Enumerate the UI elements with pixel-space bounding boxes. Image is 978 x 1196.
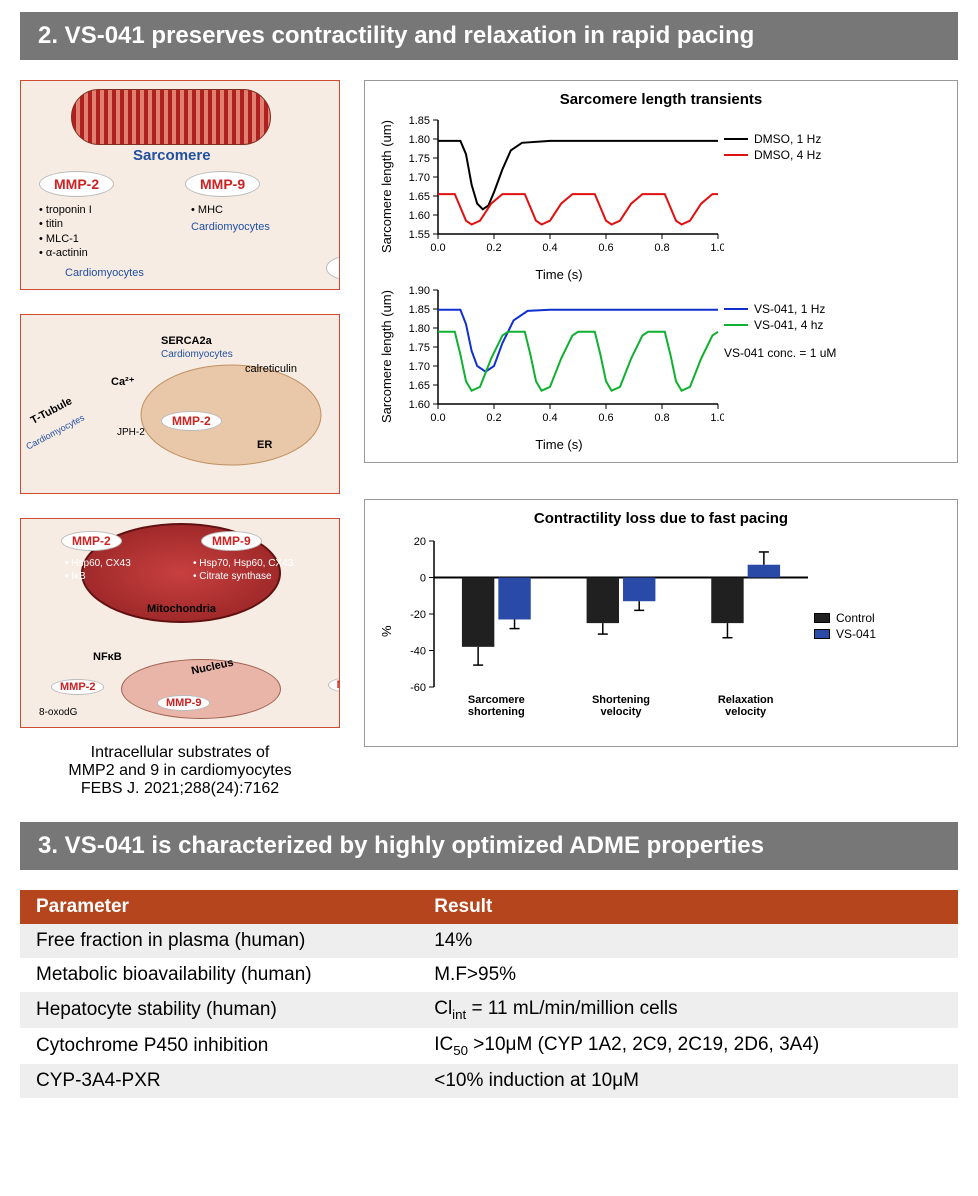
svg-text:0.0: 0.0	[430, 242, 445, 254]
svg-text:0.0: 0.0	[430, 412, 445, 424]
table-row: CYP-3A4-PXR<10% induction at 10μM	[20, 1064, 958, 1098]
svg-text:Shortening: Shortening	[592, 694, 650, 706]
svg-text:1.55: 1.55	[409, 229, 430, 241]
svg-text:0.4: 0.4	[542, 412, 557, 424]
svg-text:0.2: 0.2	[486, 242, 501, 254]
mmp9b: MMP-9	[157, 695, 210, 711]
diagram-caption: Intracellular substrates of MMP2 and 9 i…	[20, 744, 340, 798]
mmp9-pill: MMP-9	[185, 171, 260, 197]
section-2-header: 2. VS-041 preserves contractility and re…	[20, 12, 958, 60]
diagram-mito: MMP-2 MMP-9 • Hsp60, CX43• IκB • Hsp70, …	[20, 518, 340, 728]
serca-label: SERCA2a	[161, 335, 212, 347]
svg-text:1.0: 1.0	[710, 242, 724, 254]
er-label: ER	[257, 439, 272, 451]
table-row: Metabolic bioavailability (human)M.F>95%	[20, 958, 958, 992]
adme-table: Parameter Result Free fraction in plasma…	[20, 890, 958, 1098]
table-row: Cytochrome P450 inhibitionIC50 >10μM (CY…	[20, 1028, 958, 1064]
svg-text:1.80: 1.80	[409, 323, 430, 335]
calreticulin-label: calreticulin	[245, 363, 297, 375]
svg-text:-20: -20	[410, 609, 426, 621]
svg-text:1.0: 1.0	[710, 412, 724, 424]
nfkb-label: NFκB	[93, 651, 122, 663]
mmp2b: MMP-2	[51, 679, 104, 695]
chart1-title: Sarcomere length transients	[377, 91, 945, 108]
svg-text:1.60: 1.60	[409, 399, 430, 411]
svg-text:-60: -60	[410, 682, 426, 694]
diagram-column: Sarcomere MMP-2 MMP-9 • troponin I• titi…	[20, 80, 340, 798]
svg-text:1.65: 1.65	[409, 191, 430, 203]
svg-text:0.2: 0.2	[486, 412, 501, 424]
svg-text:1.90: 1.90	[409, 285, 430, 297]
svg-text:0.6: 0.6	[598, 412, 613, 424]
svg-text:-40: -40	[410, 646, 426, 658]
table-row: Hepatocyte stability (human)Clint = 11 m…	[20, 992, 958, 1028]
svg-text:0.8: 0.8	[654, 412, 669, 424]
sarcomere-label: Sarcomere	[133, 147, 211, 164]
adme-col-result: Result	[418, 890, 958, 924]
svg-text:Relaxation: Relaxation	[718, 694, 774, 706]
svg-text:1.65: 1.65	[409, 380, 430, 392]
mmp2-pill-3: MMP-2	[61, 531, 122, 551]
section-2-body: Sarcomere MMP-2 MMP-9 • troponin I• titi…	[20, 80, 958, 798]
svg-text:shortening: shortening	[468, 706, 525, 718]
diagram-sarcomere: Sarcomere MMP-2 MMP-9 • troponin I• titi…	[20, 80, 340, 290]
mmp9-subs: • MHC	[191, 203, 223, 217]
svg-text:0.8: 0.8	[654, 242, 669, 254]
mmp2-pill-2: MMP-2	[161, 411, 222, 431]
svg-text:1.75: 1.75	[409, 153, 430, 165]
table-row: Free fraction in plasma (human)14%	[20, 924, 958, 958]
mito-label: Mitochondria	[147, 603, 216, 615]
oxodg-label: 8-oxodG	[39, 707, 77, 718]
cell-label: Cardiomyocytes	[191, 221, 270, 233]
contractility-loss-panel: Contractility loss due to fast pacing % …	[364, 499, 958, 747]
adme-col-parameter: Parameter	[20, 890, 418, 924]
diagram-er: SERCA2a Cardiomyocytes calreticulin MMP-…	[20, 314, 340, 494]
svg-text:velocity: velocity	[601, 706, 643, 718]
svg-text:0.6: 0.6	[598, 242, 613, 254]
sarcomere-transients-panel: Sarcomere length transients Sarcomere le…	[364, 80, 958, 463]
mmp2-subs: • troponin I• titin• MLC-1• α-actinin	[39, 203, 92, 260]
svg-text:1.80: 1.80	[409, 134, 430, 146]
svg-text:velocity: velocity	[725, 706, 767, 718]
svg-text:Sarcomere: Sarcomere	[468, 694, 525, 706]
jph-label: JPH-2	[117, 427, 145, 438]
cell-label-2: Cardiomyocytes	[65, 267, 144, 279]
mmp9-pill-3: MMP-9	[201, 531, 262, 551]
svg-text:1.85: 1.85	[409, 115, 430, 127]
ca-label: Ca²⁺	[111, 375, 135, 388]
svg-text:0: 0	[420, 573, 426, 585]
chart-column: Sarcomere length transients Sarcomere le…	[364, 80, 958, 798]
svg-text:1.85: 1.85	[409, 304, 430, 316]
mmp2-pill: MMP-2	[39, 171, 114, 197]
svg-text:1.70: 1.70	[409, 172, 430, 184]
svg-text:0.4: 0.4	[542, 242, 557, 254]
chart2-title: Contractility loss due to fast pacing	[377, 510, 945, 527]
section-3-header: 3. VS-041 is characterized by highly opt…	[20, 822, 958, 870]
svg-text:20: 20	[414, 536, 426, 548]
mmp-cut: MM	[326, 255, 340, 281]
svg-text:1.60: 1.60	[409, 210, 430, 222]
svg-text:1.75: 1.75	[409, 342, 430, 354]
svg-text:1.70: 1.70	[409, 361, 430, 373]
